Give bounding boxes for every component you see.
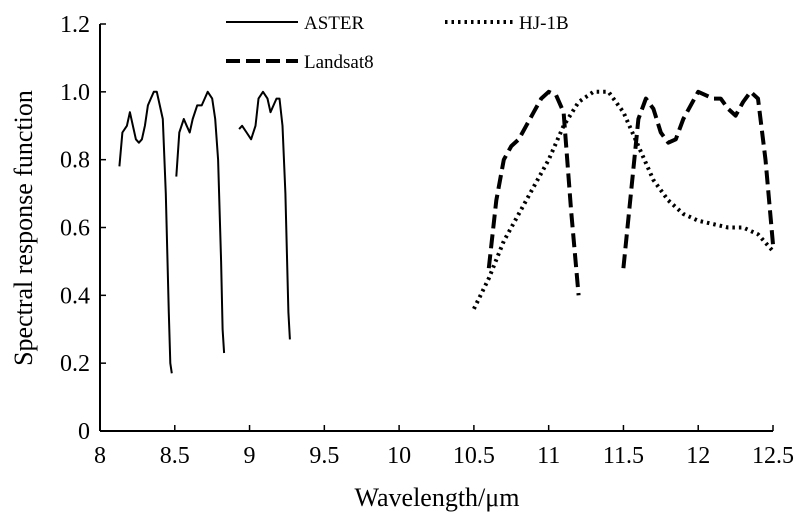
x-tick-label: 12.5	[752, 443, 794, 469]
y-tick-label: 1.2	[60, 12, 90, 38]
legend-label-hj-1b: HJ-1B	[519, 13, 569, 34]
x-tick-label: 11.5	[603, 443, 644, 469]
x-tick-label: 12	[686, 443, 710, 469]
x-tick-label: 9.5	[309, 443, 339, 469]
legend-label-landsat8: Landsat8	[304, 52, 374, 73]
y-tick-label: 0.4	[60, 283, 90, 309]
y-axis-ticks: 0 0.2 0.4 0.6 0.8 1.0 1.2	[60, 12, 106, 445]
series-line-aster-3	[238, 90, 291, 340]
y-tick-label: 0.8	[60, 148, 90, 174]
x-tick-label: 10.5	[453, 443, 495, 469]
series-line-hj-1b-1	[472, 89, 775, 310]
x-tick-label: 11	[537, 443, 560, 469]
y-tick-label: 0.2	[60, 351, 90, 377]
y-tick-label: 0.6	[60, 216, 90, 242]
x-tick-label: 10	[387, 443, 411, 469]
series-hj-1b	[472, 89, 775, 310]
plot-area	[118, 89, 775, 374]
y-tick-label: 1.0	[60, 80, 90, 106]
legend-item-hj-1b: HJ-1B	[445, 13, 569, 34]
series-line-aster-2	[175, 90, 226, 354]
legend: ASTER Landsat8 HJ-1B	[226, 13, 569, 73]
legend-item-aster: ASTER	[226, 13, 365, 34]
y-tick-label: 0	[78, 419, 90, 445]
legend-label-aster: ASTER	[304, 13, 365, 34]
series-landsat8	[486, 89, 775, 296]
x-tick-label: 8	[94, 443, 106, 469]
x-tick-label: 8.5	[160, 443, 190, 469]
legend-item-landsat8: Landsat8	[226, 52, 374, 73]
series-line-landsat8-2	[621, 89, 775, 269]
series-line-landsat8-1	[486, 89, 581, 296]
axes	[99, 24, 773, 432]
x-axis-title: Wavelength/μm	[355, 483, 520, 512]
series-aster	[118, 90, 291, 374]
x-tick-label: 9	[244, 443, 256, 469]
x-axis-ticks: 8 8.5 9 9.5 10 10.5 11 11.5 12 12.5	[94, 425, 794, 469]
series-line-aster-1	[118, 90, 173, 374]
y-axis-title: Spectral response function	[9, 90, 38, 366]
